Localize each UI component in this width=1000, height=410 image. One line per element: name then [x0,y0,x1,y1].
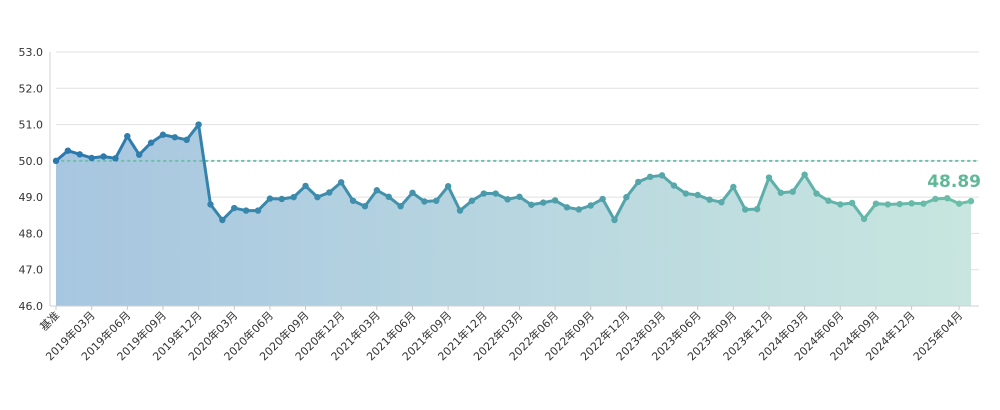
data-point [147,139,155,146]
data-point [706,196,713,203]
data-point [646,173,654,181]
data-point [385,193,392,200]
data-point [112,155,119,162]
data-point [967,197,975,205]
data-point [872,200,880,207]
data-point [124,132,131,140]
data-point [326,189,333,196]
data-point [337,179,345,186]
area-fill [56,124,971,306]
data-point [492,190,499,197]
data-point [730,183,737,191]
data-point [825,197,832,204]
data-point [314,193,321,201]
data-point [242,207,250,214]
data-point [254,207,262,214]
data-point [920,200,927,207]
data-point [100,153,107,160]
data-point [837,201,844,208]
y-tick-label: 48.0 [19,227,44,240]
data-point [88,154,95,162]
data-point [789,188,796,195]
data-point [635,178,642,186]
data-point [76,151,83,158]
data-point [777,189,785,196]
data-point [623,193,630,201]
y-axis: 53.0 52.0 51.0 50.0 49.0 48.0 47.0 46.0 [19,46,51,313]
data-point [231,204,238,212]
data-point [765,174,773,181]
data-point [207,201,214,208]
data-point [540,199,547,206]
y-tick-label: 49.0 [19,191,44,204]
data-point [694,191,701,199]
latest-value-label: 48.89 [927,172,981,192]
data-point [135,151,143,158]
data-point [444,183,452,190]
data-point [528,201,535,208]
data-point [599,195,606,203]
data-point [908,200,915,207]
y-tick-label: 46.0 [19,300,44,313]
data-point [718,199,725,206]
y-tick-label: 52.0 [19,82,44,95]
data-point [884,201,892,208]
data-point [468,197,476,204]
y-tick-label: 53.0 [19,46,44,59]
x-axis: 基准2019年03月2019年06月2019年09月2019年12月2020年0… [37,305,979,363]
data-point [860,215,868,223]
data-point [159,131,167,138]
data-point [183,136,190,144]
data-point [195,121,202,128]
data-point [801,171,808,178]
data-point [682,190,690,197]
data-point [433,197,440,204]
data-point [278,195,285,203]
data-point [611,216,618,224]
data-point [373,187,381,194]
data-point [64,147,72,154]
data-point [955,200,963,207]
data-point [361,203,369,210]
data-point [551,197,559,204]
data-point [575,206,583,213]
data-point [266,195,274,202]
data-point [516,193,523,200]
y-tick-label: 50.0 [19,155,44,168]
x-tick-label: 2025年04月 [910,308,965,363]
data-point [932,195,939,203]
data-point [504,196,511,203]
y-tick-label: 51.0 [19,119,44,132]
data-point [52,157,60,165]
data-point [397,203,404,210]
y-tick-label: 47.0 [19,264,44,277]
data-point [813,190,820,197]
data-point [742,206,749,213]
data-point [290,193,297,201]
data-point [171,134,179,141]
data-point [480,190,487,197]
data-point [670,182,678,189]
data-points [52,121,975,224]
data-point [409,189,416,196]
data-point [896,200,903,208]
data-point [587,202,594,209]
data-point [563,204,571,211]
data-point [349,197,357,204]
data-point [658,172,666,179]
data-point [219,216,226,224]
data-point [848,199,856,207]
data-point [421,198,428,205]
data-point [456,207,464,214]
area-fill-shape [56,124,971,306]
data-point [753,205,761,213]
data-point [944,195,951,202]
data-point [302,182,309,190]
